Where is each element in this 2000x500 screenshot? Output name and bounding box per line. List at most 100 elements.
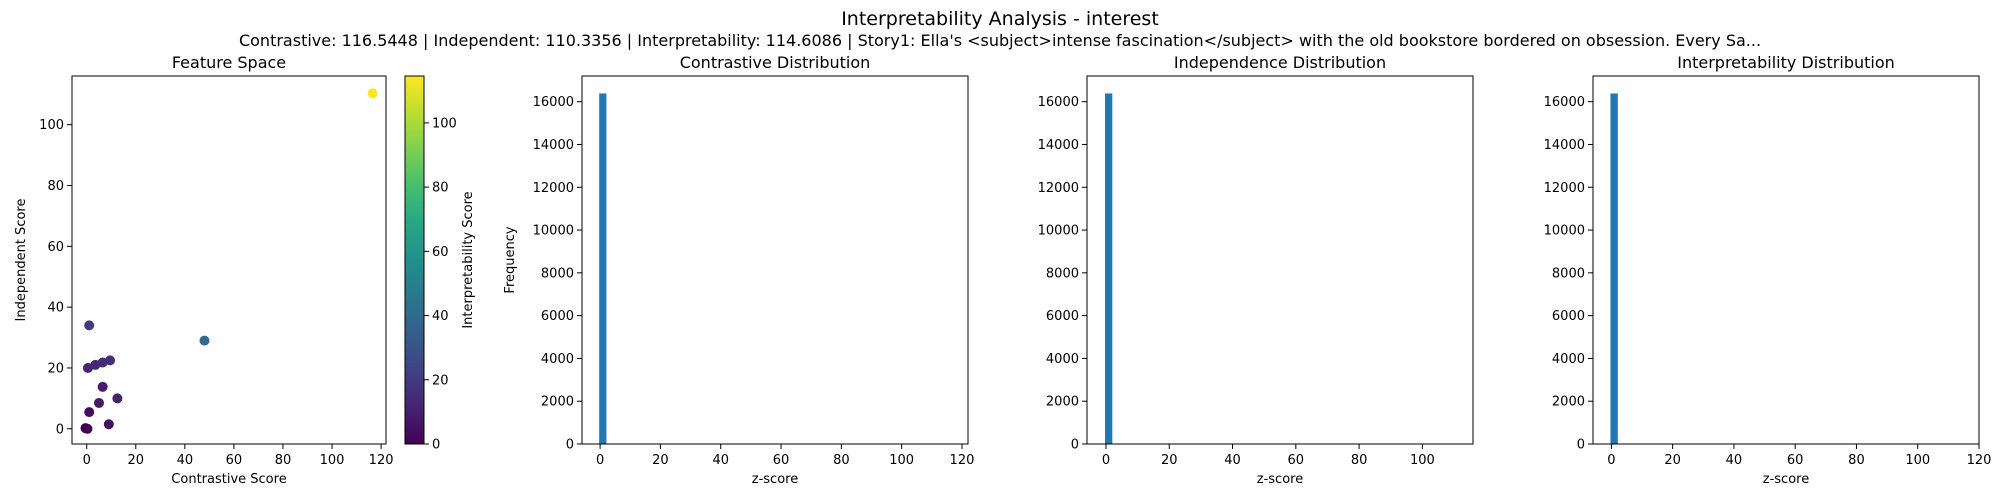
chart-panel-2: Contrastive Distribution 0 20 40 60 80 100 1200… (503, 53, 974, 487)
x-tick-label: 40 (712, 453, 729, 468)
x-tick-label: 80 (1351, 453, 1368, 468)
colorbar-gradient (404, 75, 425, 445)
plot-frame (71, 75, 387, 445)
colorbar-tick-label: 20 (432, 373, 449, 388)
panel-title: Independence Distribution (1174, 53, 1386, 72)
scatter-point (93, 397, 104, 408)
colorbar: 0 20 40 60 80 100 Interpretability Score (404, 75, 476, 453)
chart-panel-4: Interpretability Distribution 0 20 40 60 80 10… (1544, 53, 1992, 487)
scatter-point (84, 407, 95, 418)
y-tick-label: 4000 (541, 352, 574, 367)
y-tick-label: 6000 (1552, 309, 1585, 324)
x-tick-label: 20 (652, 453, 669, 468)
x-tick-label: 100 (320, 453, 345, 468)
y-tick-label: 20 (47, 361, 64, 376)
x-tick-label: 20 (1161, 453, 1178, 468)
colorbar-label: Interpretability Score (461, 191, 476, 328)
scatter-point (97, 381, 108, 392)
y-tick-label: 2000 (1552, 395, 1585, 410)
x-tick-label: 80 (833, 453, 850, 468)
y-tick-label: 100 (39, 118, 64, 133)
y-tick-label: 2000 (1046, 395, 1079, 410)
y-tick-label: 10000 (1544, 224, 1585, 239)
histogram-bar (599, 93, 607, 444)
colorbar-tick-label: 0 (432, 438, 440, 453)
x-tick-label: 40 (1726, 453, 1743, 468)
x-tick-label: 60 (226, 453, 243, 468)
x-tick-label: 60 (1288, 453, 1305, 468)
colorbar-tick-label: 80 (432, 181, 449, 196)
panel-title: Feature Space (172, 53, 286, 72)
scatter-point (82, 423, 93, 434)
plot-frame (581, 75, 969, 445)
x-tick-label: 20 (128, 453, 145, 468)
panel-title: Interpretability Distribution (1677, 53, 1895, 72)
histogram-bar (1610, 93, 1618, 444)
x-tick-label: 120 (369, 453, 394, 468)
y-tick-label: 14000 (1544, 138, 1585, 153)
y-tick-label: 10000 (1038, 224, 1079, 239)
x-tick-label: 0 (596, 453, 604, 468)
x-axis-label: Contrastive Score (171, 472, 286, 487)
y-tick-label: 0 (1071, 438, 1079, 453)
charts-area: Feature Space 0 20 40 60 80 100 120 0 20 40 60 80 100… (14, 53, 1991, 487)
y-tick-label: 12000 (1038, 181, 1079, 196)
chart-panel-3: Independence Distribution 0 20 40 60 80 100 0 20… (1038, 53, 1474, 487)
x-tick-label: 100 (1410, 453, 1435, 468)
x-axis-label: z-score (1257, 472, 1303, 487)
figure-title: Interpretability Analysis - interest (841, 8, 1159, 30)
y-tick-label: 10000 (533, 224, 574, 239)
x-tick-label: 100 (889, 453, 914, 468)
y-tick-label: 8000 (541, 266, 574, 281)
scatter-point (199, 335, 210, 346)
x-tick-label: 120 (1967, 453, 1992, 468)
y-tick-label: 6000 (541, 309, 574, 324)
y-tick-label: 12000 (533, 181, 574, 196)
y-tick-label: 6000 (1046, 309, 1079, 324)
x-axis-label: z-score (1763, 472, 1809, 487)
y-tick-label: 8000 (1552, 266, 1585, 281)
y-tick-label: 16000 (1038, 95, 1079, 110)
plot-frame (1592, 75, 1980, 445)
x-tick-label: 60 (1787, 453, 1804, 468)
plot-frame (1086, 75, 1474, 445)
histogram-bar (1105, 93, 1113, 444)
x-tick-label: 0 (1607, 453, 1615, 468)
x-tick-label: 0 (1102, 453, 1110, 468)
x-tick-label: 80 (275, 453, 292, 468)
y-tick-label: 0 (56, 422, 64, 437)
panel-title: Contrastive Distribution (680, 53, 871, 72)
x-tick-label: 100 (1905, 453, 1930, 468)
x-tick-label: 120 (950, 453, 975, 468)
x-tick-label: 60 (773, 453, 790, 468)
chart-panel-1: Feature Space 0 20 40 60 80 100 120 0 20 40 60 80 100… (14, 53, 476, 487)
y-tick-label: 0 (1577, 438, 1585, 453)
y-tick-label: 2000 (541, 395, 574, 410)
x-axis-label: z-score (752, 472, 798, 487)
y-tick-label: 40 (47, 301, 64, 316)
colorbar-tick-label: 60 (432, 245, 449, 260)
y-tick-label: 80 (47, 179, 64, 194)
y-tick-label: 4000 (1046, 352, 1079, 367)
scatter-point (105, 355, 116, 366)
y-tick-label: 16000 (1544, 95, 1585, 110)
x-tick-label: 40 (177, 453, 194, 468)
x-tick-label: 0 (83, 453, 91, 468)
y-tick-label: 8000 (1046, 266, 1079, 281)
x-tick-label: 20 (1664, 453, 1681, 468)
scatter-point (84, 320, 95, 331)
y-axis-label: Frequency (503, 226, 518, 293)
y-tick-label: 12000 (1544, 181, 1585, 196)
y-tick-label: 14000 (1038, 138, 1079, 153)
x-tick-label: 80 (1848, 453, 1865, 468)
figure-subtitle: Contrastive: 116.5448 | Independent: 110… (239, 31, 1761, 50)
scatter-point (367, 88, 378, 99)
colorbar-tick-label: 40 (432, 309, 449, 324)
x-tick-label: 40 (1224, 453, 1241, 468)
scatter-point (103, 419, 114, 430)
scatter-point (112, 393, 123, 404)
y-axis-label: Independent Score (14, 199, 29, 322)
y-tick-label: 60 (47, 240, 64, 255)
colorbar-tick-label: 100 (432, 116, 457, 131)
